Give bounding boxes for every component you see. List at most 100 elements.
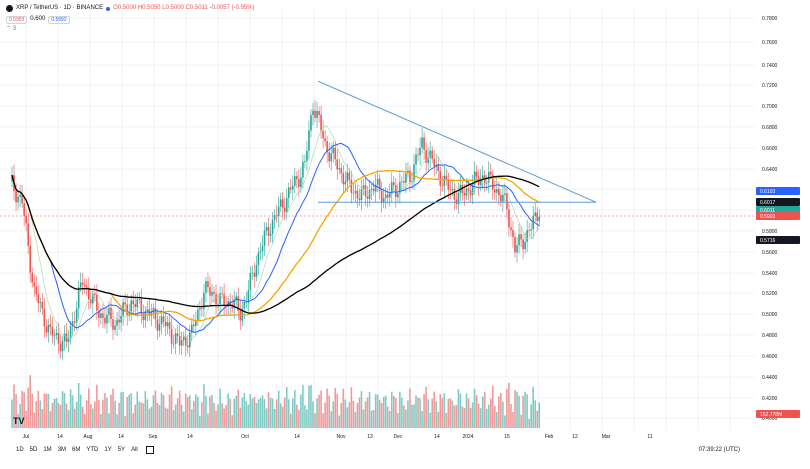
volume-bar — [25, 410, 27, 428]
volume-bar — [195, 394, 197, 428]
symbol-title[interactable]: XRP / TetherUS · 1D · BINANCE — [16, 5, 104, 11]
timeframe-all[interactable]: All — [131, 447, 138, 453]
candle-body — [223, 293, 225, 306]
candle-body — [378, 178, 381, 191]
volume-bar — [255, 403, 258, 428]
volume-bar — [538, 402, 541, 428]
candle-body — [53, 335, 56, 336]
volume-bar — [346, 407, 349, 428]
candle-body — [382, 198, 385, 203]
candle-body — [160, 316, 163, 325]
candle-body — [481, 175, 484, 180]
volume-bar — [243, 392, 246, 428]
calendar-icon[interactable] — [145, 446, 154, 454]
volume-bar — [512, 411, 514, 428]
buy-price-box[interactable]: 0.5992 — [48, 15, 70, 24]
timeframe-1m[interactable]: 1M — [43, 447, 52, 453]
candle-body — [528, 230, 530, 231]
volume-bar — [316, 398, 318, 428]
candle-body — [197, 309, 199, 322]
volume-bar — [435, 401, 438, 428]
volume-bar — [427, 399, 429, 428]
price-chart[interactable]: 0.7800 0.7600 0.7400 0.7200 0.7000 0.6800 0.66… — [0, 0, 810, 441]
candle-body — [205, 281, 207, 293]
sell-price-box[interactable]: 0.5993 — [6, 15, 28, 24]
candle-body — [427, 157, 429, 163]
candle-body — [399, 181, 401, 194]
candle-body — [364, 185, 367, 197]
volume-bar — [35, 401, 38, 428]
volume-bar — [340, 403, 343, 428]
volume-bar — [302, 384, 304, 428]
time-tick-label: Nov — [337, 434, 346, 440]
volume-bar — [457, 389, 460, 428]
candle-body — [94, 293, 96, 295]
volume-bar — [47, 393, 50, 428]
price-tick-label: 0.5000 — [762, 312, 778, 318]
volume-bar — [146, 399, 149, 428]
volume-bar — [443, 393, 446, 428]
tradingview-logo[interactable]: TV — [13, 416, 25, 426]
volume-bar — [191, 409, 193, 428]
candle-body — [259, 251, 262, 253]
volume-bar — [461, 406, 464, 428]
volume-bar — [378, 399, 381, 428]
volume-bar — [489, 398, 492, 428]
candle-body — [87, 287, 90, 300]
candle-body — [83, 284, 86, 287]
timeframe-5y[interactable]: 5Y — [117, 447, 126, 453]
volume-bar — [285, 387, 288, 428]
candle-body — [310, 115, 312, 131]
timeframe-3m[interactable]: 3M — [57, 447, 67, 453]
volume-bar — [203, 384, 205, 428]
volume-bar — [31, 393, 34, 428]
utc-clock[interactable]: 07:39:22 (UTC) — [698, 447, 740, 453]
timeframe-1d[interactable]: 1D — [16, 447, 24, 453]
volume-bar — [27, 387, 29, 428]
volume-bar — [459, 393, 462, 428]
timeframe-ytd[interactable]: YTD — [86, 447, 99, 453]
candle-body — [397, 193, 399, 198]
volume-bar — [188, 395, 191, 428]
volume-bar — [279, 403, 282, 428]
candle-body — [25, 215, 27, 224]
candle-body — [134, 304, 137, 308]
volume-bar — [413, 404, 415, 428]
candle-body — [491, 174, 494, 190]
volume-bar — [29, 375, 31, 428]
candle-body — [348, 172, 351, 180]
indicators-collapse-toggle[interactable]: ⌃ 3 — [6, 26, 17, 32]
volume-bar — [219, 388, 221, 428]
volume-bar — [352, 400, 355, 428]
time-tick-label: 12 — [572, 434, 578, 440]
candle-body — [126, 304, 128, 316]
volume-bar — [49, 411, 52, 428]
candle-body — [304, 160, 306, 162]
volume-bar — [136, 391, 139, 428]
volume-bar — [176, 398, 179, 428]
volume-bar — [207, 413, 209, 428]
candle-body — [451, 188, 454, 190]
volume-bar — [287, 399, 290, 428]
candle-body — [292, 185, 294, 190]
volume-bar — [433, 391, 435, 428]
timeframe-1y[interactable]: 1Y — [104, 447, 112, 453]
candle-body — [423, 137, 425, 150]
volume-bar — [13, 384, 15, 428]
candle-body — [350, 179, 353, 194]
volume-bar — [368, 392, 371, 428]
candle-body — [502, 194, 504, 202]
candle-body — [352, 193, 355, 194]
candle-body — [419, 147, 421, 156]
volume-bar — [417, 397, 419, 428]
candle-body — [294, 176, 296, 186]
timeframe-6m[interactable]: 6M — [72, 447, 81, 453]
volume-bar — [423, 393, 425, 428]
volume-bar — [494, 405, 496, 428]
candle-body — [255, 264, 258, 277]
candle-body — [326, 141, 328, 153]
volume-bar — [403, 405, 405, 428]
candle-body — [296, 176, 298, 180]
timeframe-5d[interactable]: 5D — [29, 447, 38, 453]
volume-bar — [51, 402, 54, 428]
